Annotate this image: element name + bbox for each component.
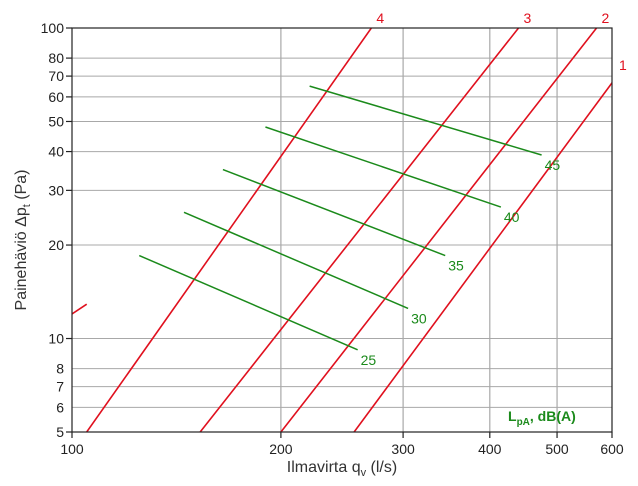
sound-level-label: 45 xyxy=(545,157,561,173)
y-tick-label: 8 xyxy=(56,361,64,377)
sound-level-line xyxy=(265,126,502,208)
sound-level-line xyxy=(138,254,358,351)
legend-main: L xyxy=(508,408,517,424)
y-tick-label: 6 xyxy=(56,399,64,415)
sound-level-legend: LpA, dB(A) xyxy=(508,408,576,428)
y-axis-title: Painehäviö Δpt (Pa) xyxy=(13,170,33,311)
y-tick-label: 10 xyxy=(48,331,64,347)
x-tick-label: 500 xyxy=(545,441,569,457)
legend-sub: pA xyxy=(517,417,530,428)
x-tick-labels: 100 200 300 400 500 600 xyxy=(60,441,624,457)
pressure-line-labels: 1 2 3 4 xyxy=(376,10,627,73)
pressure-line-label: 2 xyxy=(602,10,610,26)
x-axis-title-tail: (l/s) xyxy=(366,459,397,476)
sound-level-label: 35 xyxy=(448,258,464,274)
sound-level-lines xyxy=(138,85,542,351)
y-tick-label: 60 xyxy=(48,89,64,105)
pressure-line-label: 3 xyxy=(524,10,532,26)
x-tick-label: 200 xyxy=(269,441,293,457)
y-tick-label: 5 xyxy=(56,424,64,440)
x-axis-title: Ilmavirta qv (l/s) xyxy=(287,459,397,479)
y-tick-labels: 5 6 7 8 10 20 30 40 50 60 70 80 100 xyxy=(41,20,65,440)
pressure-line xyxy=(86,28,372,432)
sound-level-line xyxy=(222,168,446,257)
y-tick-label: 7 xyxy=(56,379,64,395)
y-tick-label: 20 xyxy=(48,237,64,253)
pressure-lines xyxy=(72,28,612,432)
pressure-line xyxy=(353,81,612,432)
y-axis-title-tail: (Pa) xyxy=(13,170,30,205)
sound-level-line xyxy=(309,85,542,156)
sound-level-label: 25 xyxy=(361,352,377,368)
y-tick-label: 40 xyxy=(48,144,64,160)
x-axis-title-sub: v xyxy=(361,467,367,479)
grid xyxy=(66,27,613,438)
x-tick-label: 100 xyxy=(60,441,84,457)
pressure-line xyxy=(280,28,598,432)
x-tick-label: 300 xyxy=(391,441,415,457)
legend-tail: , dB(A) xyxy=(530,408,576,424)
sound-level-line xyxy=(183,211,409,310)
y-tick-label: 100 xyxy=(41,20,65,36)
pressure-line xyxy=(199,28,520,432)
plot-frame xyxy=(71,27,613,433)
sound-line-labels: 25 30 35 40 45 xyxy=(361,157,561,368)
pressure-line-label: 4 xyxy=(376,10,384,26)
y-tick-label: 50 xyxy=(48,113,64,129)
sound-level-label: 40 xyxy=(504,209,520,225)
y-tick-label: 80 xyxy=(48,50,64,66)
y-axis-title-sub: t xyxy=(21,204,33,207)
x-tick-label: 400 xyxy=(478,441,502,457)
y-axis-title-main: Painehäviö Δp xyxy=(13,207,30,310)
y-tick-label: 70 xyxy=(48,68,64,84)
x-axis-title-main: Ilmavirta q xyxy=(287,459,361,476)
x-tick-label: 600 xyxy=(600,441,624,457)
sound-level-label: 30 xyxy=(411,310,427,326)
pressure-line-label: 1 xyxy=(619,57,627,73)
y-tick-label: 30 xyxy=(48,182,64,198)
pressure-line xyxy=(72,303,88,315)
